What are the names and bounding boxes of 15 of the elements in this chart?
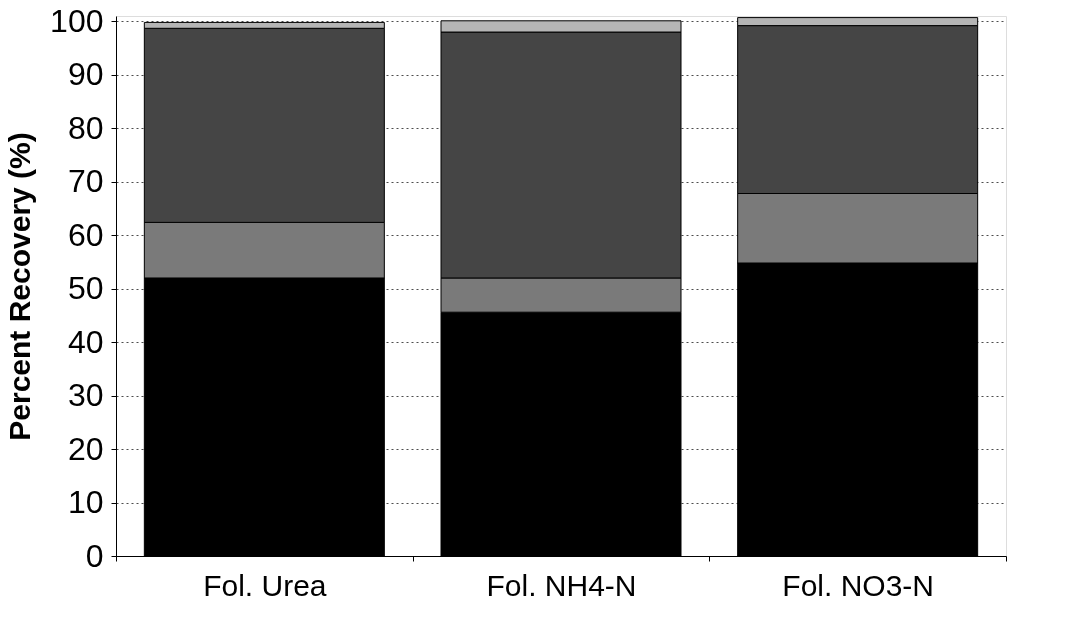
y-tick-label: 70 [67,163,104,200]
y-tick-label: 100 [50,2,104,39]
y-tick-label: 20 [67,430,104,467]
x-tick-label: Fol. NH4-N [486,568,637,602]
y-axis-title: Percent Recovery (%) [3,132,37,441]
y-tick-label: 0 [85,537,104,574]
y-tick-label: 30 [67,377,104,414]
x-tick-label: Fol. Urea [203,568,327,602]
y-tick-label: 80 [67,109,104,146]
y-tick-label: 50 [67,270,104,307]
y-tick-label: 40 [67,323,104,360]
x-tick-label: Fol. NO3-N [782,568,935,602]
y-tick-label: 60 [67,216,104,253]
y-tick-label: 10 [67,484,104,521]
y-tick-label: 90 [67,56,104,93]
